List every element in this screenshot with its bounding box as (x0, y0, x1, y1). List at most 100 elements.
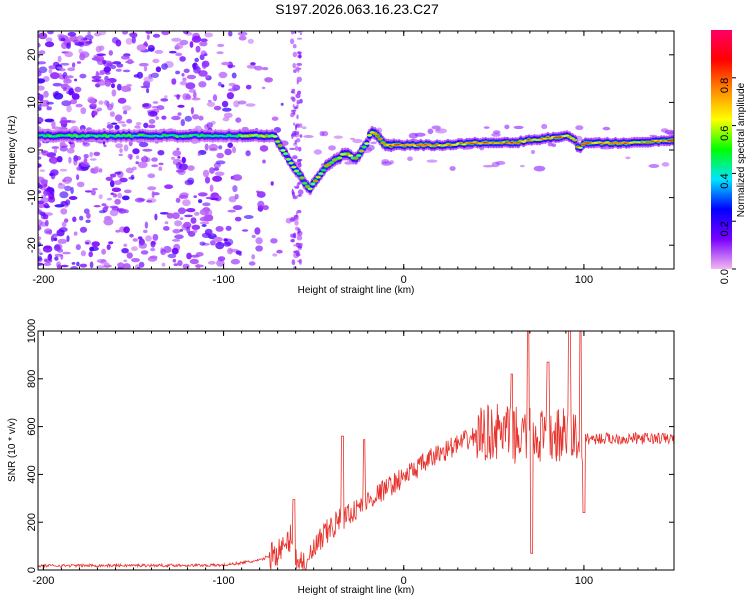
ridge-cell (537, 139, 543, 141)
heatmap-cell (251, 254, 256, 260)
ridge-cell (426, 143, 432, 146)
heatmap-cell (79, 73, 87, 79)
ridge-cell (375, 134, 381, 137)
heatmap-cell (96, 259, 106, 263)
heatmap-cell (232, 205, 243, 211)
heatmap-cell (132, 148, 140, 155)
ridge-cell (32, 134, 37, 140)
heatmap-cell (127, 58, 133, 65)
heatmap-cell (551, 143, 557, 148)
heatmap-cell (482, 164, 495, 168)
heatmap-cell (38, 224, 42, 232)
heatmap-cell (88, 251, 93, 258)
heatmap-cell (104, 215, 112, 221)
snr-y-tick-label: 0 (26, 567, 38, 573)
heatmap-cell (131, 246, 138, 252)
heatmap-cell (79, 226, 88, 233)
heatmap-cell (77, 35, 84, 41)
heatmap-cell (207, 99, 212, 103)
heatmap-cell (44, 118, 55, 123)
heatmap-cell (119, 148, 123, 153)
heatmap-cell (123, 110, 128, 115)
heatmap-cell (201, 224, 207, 227)
heatmap-cell (60, 37, 66, 42)
heatmap-cell (90, 102, 97, 106)
heatmap-cell (166, 212, 174, 219)
heatmap-cell (293, 69, 297, 73)
heatmap-cell (32, 138, 38, 144)
heatmap-cell (143, 229, 148, 234)
heatmap-cell (194, 211, 200, 216)
heatmap-cell (201, 61, 207, 69)
heatmap-cell (174, 234, 184, 240)
heatmap-cell (57, 183, 66, 190)
heatmap-cell (212, 175, 223, 182)
heatmap-ridge (32, 125, 674, 196)
ridge-cell (377, 138, 383, 140)
heatmap-cell (175, 42, 184, 50)
heatmap-cell (297, 228, 301, 234)
snr-y-tick-label: 1000 (26, 319, 38, 343)
heatmap-cell (214, 171, 225, 177)
snr-y-tick-label: 600 (26, 417, 38, 435)
ridge-cell (380, 141, 386, 144)
heatmap-cell (50, 235, 55, 242)
heatmap-cell (137, 161, 148, 169)
heatmap-cell (135, 122, 142, 126)
heatmap-cell (262, 159, 266, 164)
heatmap-cell (230, 258, 240, 265)
ridge-cell (361, 146, 367, 148)
heatmap-cell (46, 106, 52, 111)
heatmap-cell (161, 262, 166, 267)
ridge-cell (283, 152, 289, 155)
heatmap-cell (83, 208, 90, 214)
heatmap-cell (38, 239, 41, 244)
heatmap-cell (111, 83, 115, 89)
heatmap-cell (73, 231, 78, 236)
heatmap-cell (71, 93, 80, 100)
ridge-cell (348, 154, 354, 157)
heatmap-cell (177, 260, 183, 267)
ridge-cell (126, 134, 132, 137)
snr-y-tick-label: 800 (26, 370, 38, 388)
heatmap-cell (206, 101, 216, 107)
heatmap-cell (160, 249, 166, 256)
heatmap-cell (68, 196, 78, 200)
heatmap-cell (182, 77, 187, 82)
heatmap-cell (38, 190, 42, 194)
heatmap-cell (104, 99, 109, 106)
heatmap-cell (128, 176, 135, 180)
heatmap-cell (661, 162, 670, 167)
heatmap-cell (294, 146, 299, 151)
ridge-cell (291, 166, 297, 169)
heatmap-cell (43, 262, 52, 266)
heatmap-cell (109, 209, 119, 217)
heatmap-cell (54, 204, 65, 208)
heatmap-cell (207, 260, 216, 265)
heatmap-cell (193, 195, 197, 199)
heatmap-cell (254, 65, 263, 71)
heatmap-cell (204, 32, 213, 38)
heatmap-cell (98, 168, 103, 173)
heatmap-cell (208, 148, 218, 152)
heatmap-cell (66, 42, 71, 49)
heatmap-cell (158, 162, 164, 166)
heatmap-cell (38, 236, 42, 241)
heatmap-cell (115, 229, 121, 233)
heatmap-cell (200, 38, 208, 43)
heatmap-cell (215, 160, 226, 165)
heatmap-cell (104, 262, 110, 269)
heatmap-cell (204, 176, 211, 184)
heatmap-cell (61, 42, 68, 49)
heatmap-cell (151, 164, 159, 168)
heatmap-cell (44, 41, 55, 48)
heatmap-cell (431, 125, 441, 130)
heatmap-cell (168, 50, 177, 54)
heatmap-cell (221, 84, 225, 88)
heatmap-cell (191, 97, 201, 101)
heatmap-cell (292, 130, 300, 135)
heatmap-cell (171, 37, 182, 42)
heatmap-cell (302, 126, 307, 130)
heatmap-cell (294, 140, 297, 144)
